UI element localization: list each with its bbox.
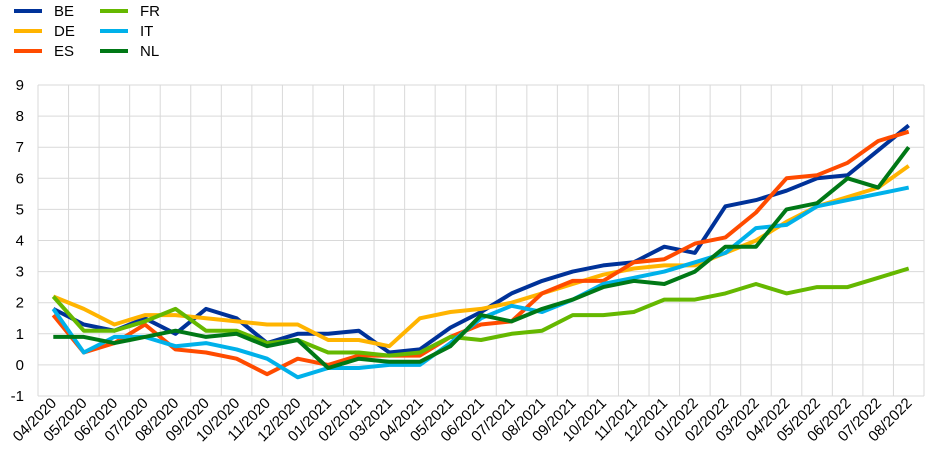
y-tick-label: 6 [16, 170, 24, 187]
y-tick-label: 9 [16, 77, 24, 94]
y-tick-label: 1 [16, 326, 24, 343]
series-line-es [51, 129, 910, 377]
y-tick-label: 4 [16, 233, 24, 250]
y-tick-label: 8 [16, 108, 24, 125]
series-line-it [51, 185, 910, 380]
series-line-fr [51, 266, 910, 358]
legend: BE DE ES FR IT NL [14, 3, 160, 60]
series-lines [51, 123, 911, 380]
series-line-nl [53, 145, 911, 370]
gridlines [37, 84, 925, 397]
y-tick-label: -1 [11, 388, 24, 405]
y-axis-tick-labels: -1 0 1 2 3 4 5 6 7 8 9 [11, 77, 24, 405]
y-tick-label: 0 [16, 357, 24, 374]
legend-label-be: BE [54, 3, 74, 20]
legend-label-es: ES [54, 43, 74, 60]
legend-label-nl: NL [140, 43, 159, 60]
legend-label-it: IT [140, 23, 153, 40]
legend-label-fr: FR [140, 3, 160, 20]
y-tick-label: 7 [16, 139, 24, 156]
y-tick-label: 3 [16, 264, 24, 281]
y-tick-label: 5 [16, 201, 24, 218]
y-tick-label: 2 [16, 295, 24, 312]
legend-label-de: DE [54, 23, 75, 40]
x-axis-tick-labels: 04/202005/202006/202007/202008/202009/20… [10, 395, 916, 445]
